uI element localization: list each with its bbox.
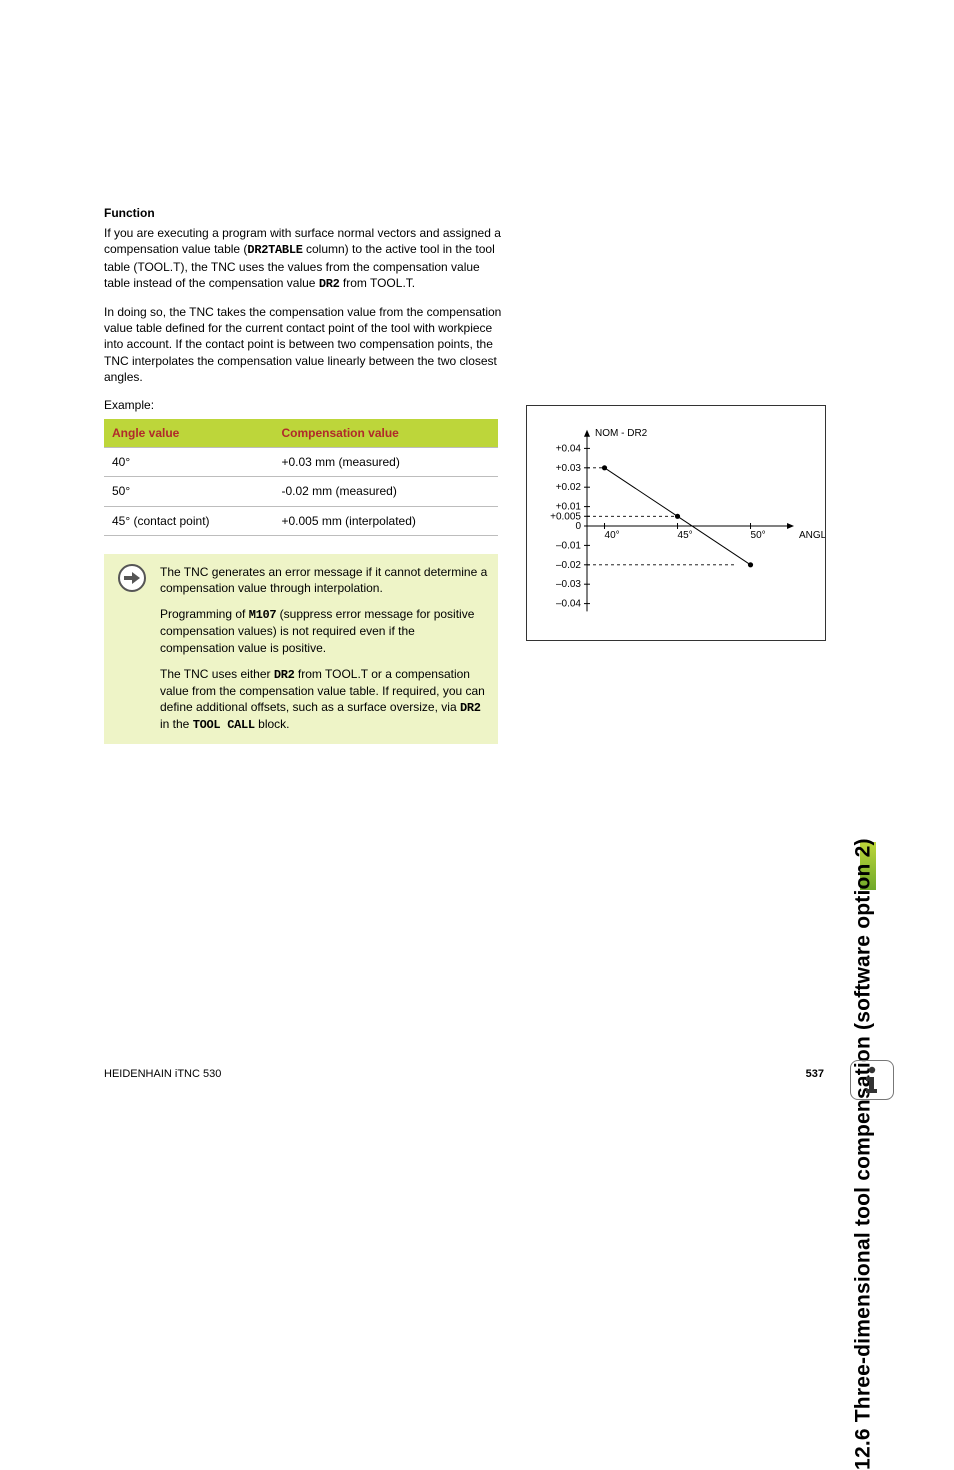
note-p2: Programming of M107 (suppress error mess… <box>160 606 488 656</box>
svg-text:–0.04: –0.04 <box>556 599 581 610</box>
svg-text:0: 0 <box>575 521 581 532</box>
note-p3: The TNC uses either DR2 from TOOL.T or a… <box>160 666 488 734</box>
text: from TOOL.T. <box>340 276 416 290</box>
code-dr2: DR2 <box>319 277 340 291</box>
svg-text:45°: 45° <box>678 530 693 541</box>
svg-text:+0.03: +0.03 <box>556 463 582 474</box>
note-p1: The TNC generates an error message if it… <box>160 564 488 596</box>
table-row: 40°+0.03 mm (measured) <box>104 448 498 477</box>
svg-text:40°: 40° <box>605 530 620 541</box>
code-dr2table: DR2TABLE <box>247 243 302 257</box>
interpolation-chart: +0.04+0.03+0.02+0.01+0.0050–0.01–0.02–0.… <box>526 405 826 641</box>
page-footer: HEIDENHAIN iTNC 530 537 <box>104 1067 824 1082</box>
cell-comp: +0.03 mm (measured) <box>273 448 498 477</box>
table-header-angle: Angle value <box>104 419 273 448</box>
table-row: 50°-0.02 mm (measured) <box>104 477 498 506</box>
cell-angle: 40° <box>104 448 273 477</box>
cell-angle: 45° (contact point) <box>104 506 273 535</box>
note-text: The TNC generates an error message if it… <box>160 564 488 734</box>
code-m107: M107 <box>249 608 277 622</box>
svg-text:ANGLE: ANGLE <box>799 530 825 541</box>
cell-angle: 50° <box>104 477 273 506</box>
table-row: 45° (contact point)+0.005 mm (interpolat… <box>104 506 498 535</box>
text: Programming of <box>160 607 249 621</box>
svg-text:–0.02: –0.02 <box>556 560 581 571</box>
svg-text:+0.04: +0.04 <box>556 443 582 454</box>
table-header-comp: Compensation value <box>273 419 498 448</box>
paragraph-2: In doing so, the TNC takes the compensat… <box>104 304 504 385</box>
arrow-icon <box>118 564 146 592</box>
note-icon-wrap <box>104 564 160 592</box>
side-tab: 12.6 Three-dimensional tool compensation… <box>848 180 876 880</box>
cell-comp: -0.02 mm (measured) <box>273 477 498 506</box>
svg-text:50°: 50° <box>751 530 766 541</box>
svg-text:–0.01: –0.01 <box>556 540 581 551</box>
code-toolcall: TOOL CALL <box>193 718 255 732</box>
code-dr2: DR2 <box>460 701 481 715</box>
info-icon <box>850 1060 894 1100</box>
svg-text:+0.02: +0.02 <box>556 482 582 493</box>
paragraph-1: If you are executing a program with surf… <box>104 225 504 292</box>
footer-product: HEIDENHAIN iTNC 530 <box>104 1067 221 1082</box>
text: The TNC uses either <box>160 667 274 681</box>
cell-comp: +0.005 mm (interpolated) <box>273 506 498 535</box>
compensation-table: Angle value Compensation value 40°+0.03 … <box>104 419 498 536</box>
note-box: The TNC generates an error message if it… <box>104 554 498 744</box>
code-dr2: DR2 <box>274 668 295 682</box>
svg-text:NOM - DR2: NOM - DR2 <box>595 428 648 439</box>
page-number: 537 <box>806 1067 824 1082</box>
svg-text:–0.03: –0.03 <box>556 579 581 590</box>
text: in the <box>160 717 193 731</box>
section-heading: Function <box>104 205 824 221</box>
text: block. <box>255 717 290 731</box>
side-tab-title: 12.6 Three-dimensional tool compensation… <box>850 838 878 1470</box>
